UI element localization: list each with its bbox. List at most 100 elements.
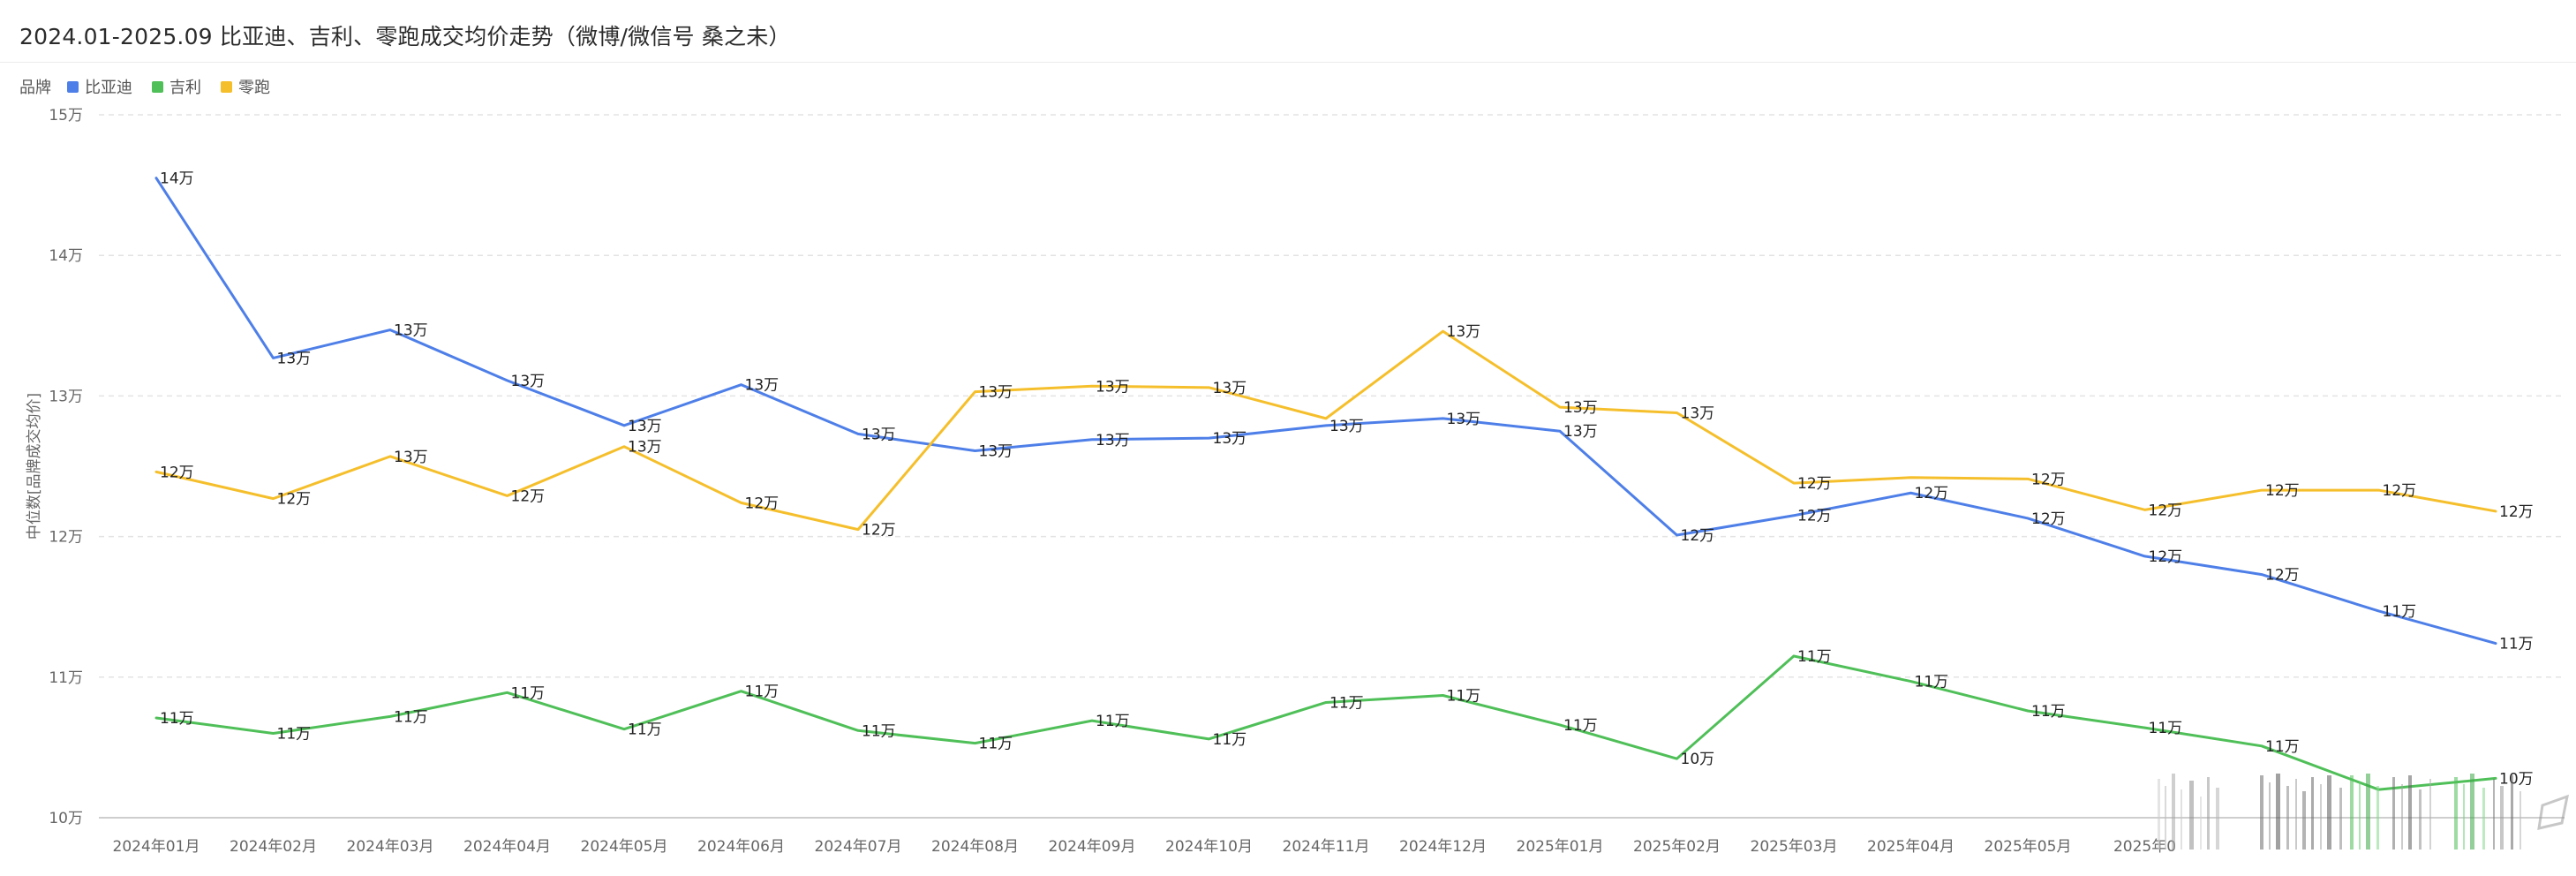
x-tick-label: 2024年12月	[1399, 838, 1487, 856]
x-tick-label: 2024年11月	[1283, 838, 1370, 856]
data-label: 11万	[2031, 703, 2066, 721]
x-tick-label: 2024年07月	[815, 838, 902, 856]
data-label: 12万	[2149, 548, 2183, 566]
data-label: 13万	[1213, 380, 1247, 397]
x-tick-label: 2025年04月	[1867, 838, 1955, 856]
data-label: 13万	[745, 377, 780, 395]
x-tick-label: 2024年05月	[581, 838, 668, 856]
x-tick-label: 2024年08月	[931, 838, 1019, 856]
data-label: 13万	[979, 442, 1013, 460]
data-label: 12万	[2031, 510, 2066, 528]
data-label: 12万	[1797, 475, 1832, 493]
data-label: 10万	[1681, 751, 1715, 768]
data-label: 11万	[2383, 603, 2417, 621]
legend-item-leapmotor[interactable]: 零跑	[221, 75, 270, 98]
y-tick-label: 12万	[49, 529, 83, 547]
data-label: 11万	[2265, 738, 2300, 756]
series-line-1	[154, 329, 2497, 532]
data-label: 13万	[1447, 411, 1481, 428]
data-label: 11万	[979, 736, 1013, 753]
data-label: 11万	[862, 722, 896, 740]
data-label: 13万	[1096, 432, 1130, 449]
legend-label-geely: 吉利	[169, 79, 201, 97]
data-label: 13万	[394, 449, 428, 466]
y-axis-title: 中位数[品牌成交均价]	[26, 393, 43, 540]
x-tick-label: 2024年02月	[230, 838, 317, 856]
legend-label-byd: 比亚迪	[85, 79, 132, 97]
data-label: 11万	[1329, 694, 1364, 712]
data-label: 13万	[862, 426, 896, 443]
data-label: 11万	[2149, 720, 2183, 737]
data-label: 12万	[745, 495, 780, 512]
watermark-image	[2158, 774, 2569, 850]
data-label: 13万	[394, 322, 428, 340]
x-tick-label: 2025年02月	[1633, 838, 1721, 856]
y-tick-label: 14万	[49, 247, 83, 265]
legend-item-byd[interactable]: 比亚迪	[67, 75, 132, 98]
data-label: 11万	[1563, 717, 1598, 735]
data-label: 11万	[1096, 713, 1130, 730]
chart-title: 2024.01-2025.09 比亚迪、吉利、零跑成交均价走势（微博/微信号 桑…	[19, 24, 791, 49]
title-divider	[0, 62, 2576, 63]
data-label: 13万	[1096, 378, 1130, 396]
data-label: 12万	[1797, 508, 1832, 525]
legend-title: 品牌	[19, 79, 51, 97]
data-label: 12万	[2499, 503, 2534, 521]
x-tick-label: 2025年05月	[1985, 838, 2072, 856]
data-label: 11万	[628, 721, 662, 739]
data-label: 13万	[1329, 418, 1364, 435]
data-label: 11万	[745, 683, 780, 701]
x-tick-label: 2024年06月	[697, 838, 785, 856]
legend-label-leapmotor: 零跑	[238, 79, 270, 97]
data-label: 11万	[511, 684, 546, 702]
data-label: 12万	[160, 464, 194, 481]
data-label: 11万	[1447, 687, 1481, 705]
data-label: 12万	[1681, 527, 1715, 545]
data-label: 14万	[160, 170, 194, 188]
x-tick-label: 2024年01月	[113, 838, 200, 856]
x-tick-label: 2024年10月	[1165, 838, 1253, 856]
legend-swatch-leapmotor	[221, 80, 232, 93]
y-tick-label: 10万	[49, 810, 83, 827]
data-label: 13万	[979, 384, 1013, 402]
data-label: 13万	[511, 373, 546, 390]
data-label: 12万	[862, 522, 896, 540]
series-line-0	[154, 177, 2497, 646]
y-tick-label: 11万	[49, 669, 83, 687]
data-label: 12万	[1915, 485, 1949, 502]
legend-swatch-geely	[152, 80, 163, 93]
data-label: 10万	[2499, 770, 2534, 788]
x-tick-label: 2025年01月	[1517, 838, 1604, 856]
y-tick-label: 15万	[49, 107, 83, 125]
data-label: 13万	[1681, 405, 1715, 423]
data-label: 13万	[1213, 430, 1247, 448]
x-tick-label: 2025年03月	[1751, 838, 1838, 856]
x-tick-label: 2025年0	[2113, 838, 2176, 856]
legend-swatch-byd	[67, 80, 79, 93]
data-label: 11万	[1213, 731, 1247, 749]
x-tick-label: 2024年04月	[463, 838, 551, 856]
legend-item-geely[interactable]: 吉利	[152, 75, 201, 98]
y-tick-label: 13万	[49, 388, 83, 405]
data-label: 11万	[394, 708, 428, 726]
data-label: 11万	[1797, 648, 1832, 666]
data-label: 12万	[2383, 482, 2417, 500]
data-label: 13万	[628, 439, 662, 457]
data-label: 13万	[1447, 323, 1481, 341]
x-tick-label: 2024年09月	[1049, 838, 1136, 856]
data-label: 12万	[2031, 471, 2066, 488]
data-label: 13万	[628, 418, 662, 435]
legend: 品牌 比亚迪 吉利 零跑	[19, 74, 290, 99]
data-label: 11万	[160, 710, 194, 728]
data-label: 11万	[1915, 674, 1949, 691]
data-label: 12万	[2265, 567, 2300, 585]
data-label: 12万	[2265, 482, 2300, 500]
data-label: 13万	[1563, 399, 1598, 417]
series-line-2	[154, 654, 2497, 791]
data-label: 11万	[2499, 636, 2534, 653]
data-label: 12万	[2149, 502, 2183, 519]
data-label: 13万	[1563, 423, 1598, 441]
data-label: 12万	[511, 487, 546, 505]
data-label: 11万	[277, 725, 312, 743]
